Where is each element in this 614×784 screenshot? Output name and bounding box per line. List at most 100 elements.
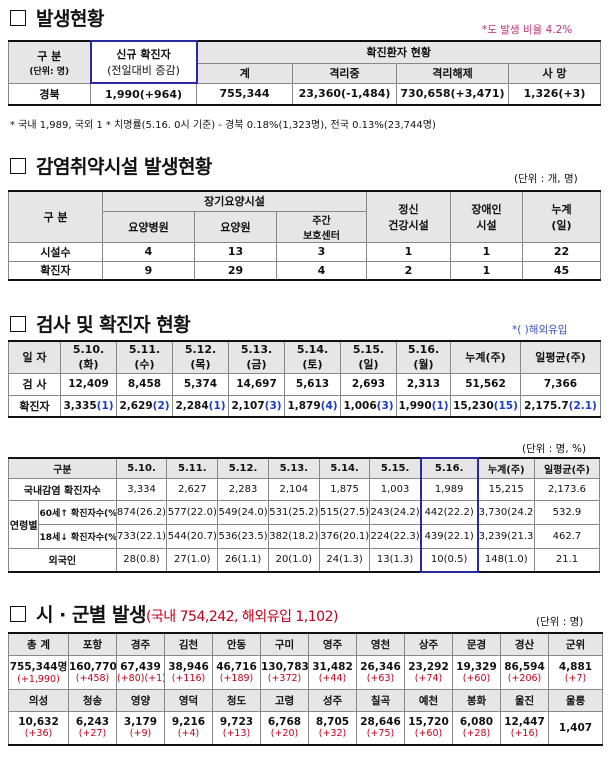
cell-deaths: 1,326(+3) xyxy=(509,83,601,105)
cell-value: 2,693 xyxy=(341,373,397,395)
checkbox-square-icon xyxy=(10,316,26,332)
header-date-col: 5.11. (수) xyxy=(117,341,173,373)
cell-value: 15,215 xyxy=(478,478,535,500)
cell-isolated: 23,360(-1,484) xyxy=(293,83,397,105)
city-count: 67,439 xyxy=(117,661,164,673)
cell-value: 1 xyxy=(451,242,523,261)
city-header: 안동 xyxy=(213,633,261,655)
city-count: 130,783 xyxy=(261,661,308,673)
city-totals-paren: (국내 754,242, 해외유입 1,102) xyxy=(146,609,338,625)
city-daily-change: (+372) xyxy=(261,673,308,684)
city-cell: 26,346 (+63) xyxy=(357,655,405,689)
city-cell: 755,344명 (+1,990) xyxy=(9,655,69,689)
header-cumulative: 누계(주) xyxy=(451,341,521,373)
cell-value: 22 xyxy=(523,242,601,261)
cell-value: 20(1.0) xyxy=(268,548,319,572)
cell-value: 5,613 xyxy=(285,373,341,395)
city-header: 총 계 xyxy=(9,633,69,655)
cell-value: 3,334 xyxy=(116,478,167,500)
header-date-col: 5.12. (목) xyxy=(173,341,229,373)
city-cell: 6,080 (+28) xyxy=(453,711,501,745)
overseas-count: (3) xyxy=(265,400,282,412)
section-title-facilities: 감염취약시설 발생현황 xyxy=(10,152,212,179)
cell-value: 2 xyxy=(367,261,451,280)
overseas-count: (2.1) xyxy=(569,400,597,412)
cell-value: 549(24.0) xyxy=(218,500,269,524)
city-cell: 8,705 (+32) xyxy=(309,711,357,745)
city-daily-change: (+74) xyxy=(405,673,452,684)
city-cell: 15,720 (+60) xyxy=(405,711,453,745)
city-count: 6,243 xyxy=(69,716,116,728)
header-date-col: 5.13. (금) xyxy=(229,341,285,373)
cell-value: 382(18.2) xyxy=(268,524,319,548)
city-count: 6,768 xyxy=(261,716,308,728)
cell-value: 442(22.2) xyxy=(421,500,478,524)
overseas-count: (1) xyxy=(97,400,114,412)
cell-value: 1,989 xyxy=(421,478,478,500)
city-count: 160,770 xyxy=(69,661,116,673)
section-title-outbreak: 발생현황 xyxy=(10,4,104,31)
header-daily-average: 일평균(주) xyxy=(521,341,601,373)
outbreak-table: 구 분 (단위: 명) 신규 확진자 (전일대비 증감) 확진환자 현황 계 격리중… xyxy=(8,40,601,106)
cell-value: 577(22.0) xyxy=(167,500,218,524)
cell-value: 1 xyxy=(451,261,523,280)
city-cell: 86,594 (+206) xyxy=(501,655,549,689)
city-cell: 67,439 (+80)(+1) xyxy=(117,655,165,689)
facility-unit-note: (단위 : 개, 명) xyxy=(514,171,578,186)
city-cell: 31,482 (+44) xyxy=(309,655,357,689)
city-daily-change: (+75) xyxy=(357,728,404,739)
checkbox-square-icon xyxy=(10,10,26,26)
city-count: 15,720 xyxy=(405,716,452,728)
overseas-count: (2) xyxy=(153,400,170,412)
header-new-cases: 신규 확진자 (전일대비 증감) xyxy=(91,41,197,83)
cell-value: 2,104 xyxy=(268,478,319,500)
cell-value: 148(1.0) xyxy=(478,548,535,572)
cell-value: 14,697 xyxy=(229,373,285,395)
row-label: 확진자 xyxy=(9,395,61,417)
cell-value: 15,230(15) xyxy=(451,395,521,417)
city-header: 예천 xyxy=(405,689,453,711)
city-daily-change: (+60) xyxy=(453,673,500,684)
city-header: 영덕 xyxy=(165,689,213,711)
cell-value: 4 xyxy=(277,261,367,280)
cell-new: 1,990(+964) xyxy=(91,83,197,105)
header-day-care: 주간 보호센터 xyxy=(277,211,367,242)
cell-value: 29 xyxy=(195,261,277,280)
age-table: 구분 5.10. 5.11. 5.12. 5.13. 5.14. 5.15. 5… xyxy=(8,457,600,573)
city-header: 김천 xyxy=(165,633,213,655)
city-cell: 160,770 (+458) xyxy=(69,655,117,689)
city-daily-change: (+189) xyxy=(213,673,260,684)
city-cell: 3,179 (+9) xyxy=(117,711,165,745)
city-daily-change: (+28) xyxy=(453,728,500,739)
city-count: 3,179 xyxy=(117,716,164,728)
cell-value: 2,627 xyxy=(167,478,218,500)
cell-value: 531(25.2) xyxy=(268,500,319,524)
city-count: 86,594 xyxy=(501,661,548,673)
header-nursing-home: 요양원 xyxy=(195,211,277,242)
city-count: 10,632 xyxy=(9,716,68,728)
city-header: 영양 xyxy=(117,689,165,711)
cell-value: 536(23.5) xyxy=(218,524,269,548)
cell-value: 2,629(2) xyxy=(117,395,173,417)
city-cell: 12,447 (+16) xyxy=(501,711,549,745)
header-released: 격리해제 xyxy=(397,63,509,83)
cell-value: 2,173.6 xyxy=(534,478,599,500)
cell-released: 730,658(+3,471) xyxy=(397,83,509,105)
section-title-cities: 시 · 군별 발생(국내 754,242, 해외유입 1,102) xyxy=(10,600,338,627)
city-header: 상주 xyxy=(405,633,453,655)
header-nursing-hospital: 요양병원 xyxy=(103,211,195,242)
cell-value: 3,335(1) xyxy=(61,395,117,417)
cell-value: 5,374 xyxy=(173,373,229,395)
city-header: 구미 xyxy=(261,633,309,655)
city-header: 울진 xyxy=(501,689,549,711)
city-header: 고령 xyxy=(261,689,309,711)
cell-value: 532.9 xyxy=(534,500,599,524)
header-deaths: 사 망 xyxy=(509,63,601,83)
city-cell: 6,243 (+27) xyxy=(69,711,117,745)
header-date-col: 5.10. (화) xyxy=(61,341,117,373)
cell-value: 10(0.5) xyxy=(421,548,478,572)
overseas-count: (3) xyxy=(377,400,394,412)
city-unit-note: (단위 : 명) xyxy=(536,614,583,629)
row-label: 시설수 xyxy=(9,242,103,261)
header-date: 일 자 xyxy=(9,341,61,373)
